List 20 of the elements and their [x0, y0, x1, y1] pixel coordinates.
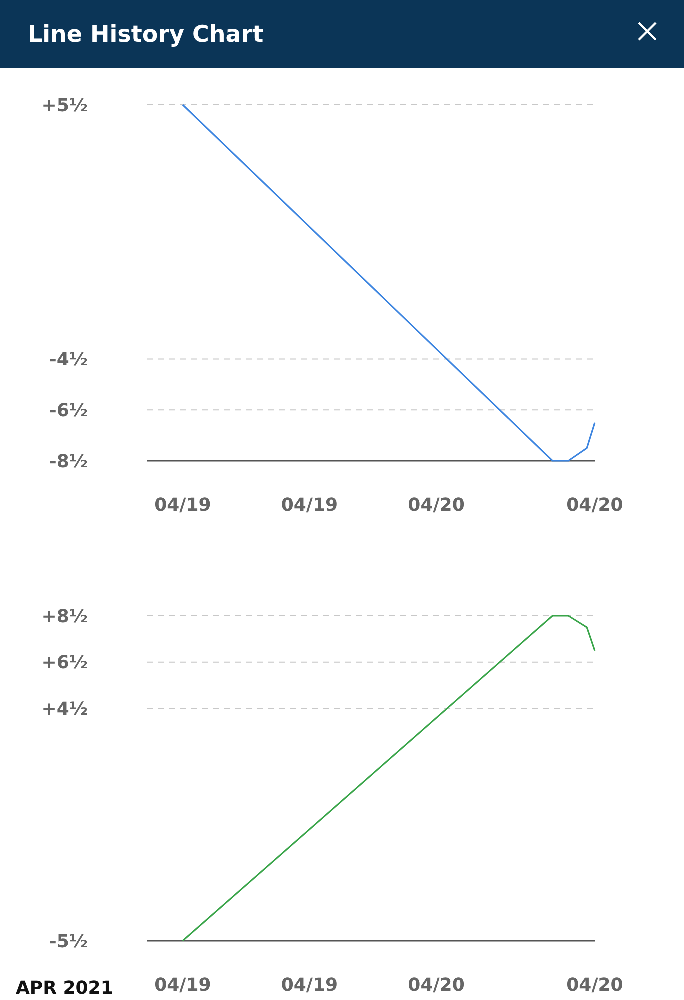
chart-title: Line History Chart — [28, 22, 264, 48]
x-tick-label: 04/20 — [408, 975, 465, 996]
x-tick-label: 04/20 — [566, 495, 624, 516]
x-tick-label: 04/19 — [281, 495, 338, 516]
y-tick-label: +6½ — [42, 652, 88, 674]
line-series — [182, 104, 596, 462]
x-tick-label: 04/19 — [154, 975, 212, 996]
x-axis-title: APR 2021 — [16, 978, 114, 999]
y-tick-label: -8½ — [49, 451, 88, 472]
y-tick-label: +4½ — [42, 699, 88, 720]
y-tick-label: +5½ — [42, 95, 88, 116]
line-series — [182, 615, 596, 942]
y-tick-label: -6½ — [49, 400, 88, 422]
x-tick-label: 04/20 — [408, 495, 465, 516]
y-tick-label: -5½ — [49, 931, 88, 952]
x-tick-label: 04/19 — [281, 975, 338, 996]
y-tick-label: +8½ — [42, 606, 88, 628]
x-tick-label: 04/19 — [154, 495, 212, 516]
y-tick-label: -4½ — [49, 350, 88, 371]
x-tick-label: 04/20 — [566, 975, 624, 996]
